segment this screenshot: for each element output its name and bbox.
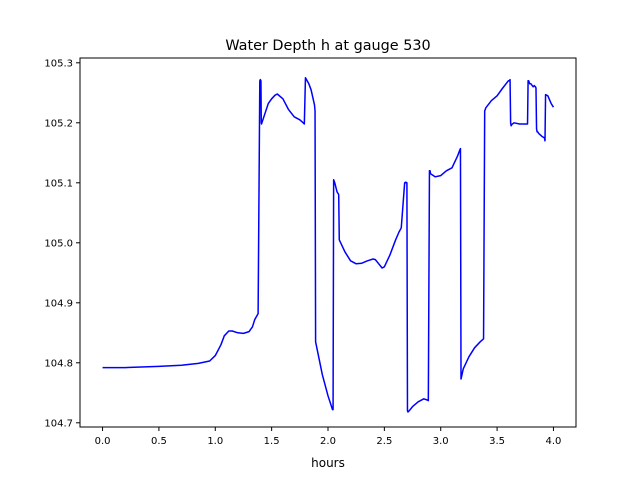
x-axis: 0.0 0.5 1.0 1.5 2.0 2.5 3.0 3.5 4.0 [95,427,562,447]
y-tick-label: 104.7 [44,418,73,429]
y-tick-label: 105.2 [44,118,73,129]
y-tick-label: 105.0 [44,238,73,249]
x-tick-label: 1.5 [264,436,280,447]
chart-title: Water Depth h at gauge 530 [225,38,430,54]
plot-frame [79,57,577,428]
x-tick-label: 2.5 [376,436,392,447]
y-axis: 104.7 104.8 104.9 105.0 105.1 105.2 105.3 [44,58,80,429]
series-line-0 [102,77,555,413]
plot-area [102,77,555,413]
x-tick-label: 4.0 [546,436,562,447]
y-tick-label: 105.3 [44,58,73,69]
y-tick-label: 104.8 [44,358,73,369]
x-tick-label: 2.0 [320,436,336,447]
x-axis-label: hours [311,456,345,470]
x-tick-label: 0.5 [151,436,167,447]
x-tick-label: 0.0 [95,436,111,447]
x-tick-label: 3.5 [489,436,505,447]
x-tick-label: 1.0 [207,436,223,447]
y-tick-label: 105.1 [44,178,73,189]
x-tick-label: 3.0 [433,436,449,447]
y-tick-label: 104.9 [44,298,73,309]
